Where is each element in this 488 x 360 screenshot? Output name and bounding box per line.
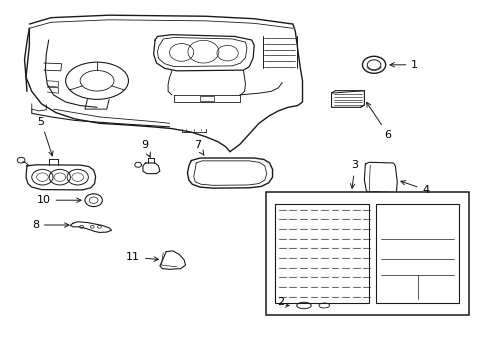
Text: 1: 1 — [389, 60, 417, 70]
Text: 4: 4 — [400, 181, 428, 195]
Bar — [376, 204, 458, 303]
Bar — [200, 96, 213, 100]
Text: 9: 9 — [141, 140, 150, 157]
Bar — [274, 204, 368, 303]
Text: 7: 7 — [193, 140, 203, 156]
Text: 5: 5 — [38, 117, 53, 156]
Text: 11: 11 — [126, 252, 158, 262]
Text: 2: 2 — [276, 297, 284, 307]
Text: 10: 10 — [37, 195, 81, 205]
Text: 3: 3 — [350, 161, 358, 188]
Text: 6: 6 — [366, 102, 391, 140]
Bar — [265, 192, 468, 315]
Text: 8: 8 — [32, 220, 69, 230]
